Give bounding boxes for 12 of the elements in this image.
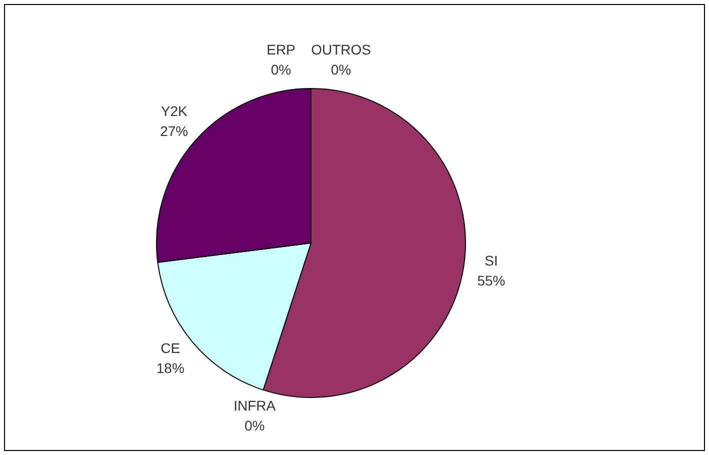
category-label: INFRA	[234, 397, 276, 414]
data-label: 27%	[160, 123, 188, 140]
slice-label: SI	[484, 252, 498, 268]
text: 0%	[270, 61, 292, 78]
data-label: 55%	[477, 272, 506, 288]
slice-label: Y2K	[160, 103, 188, 120]
text: 0%	[244, 417, 265, 434]
category-label: ERP	[266, 41, 296, 58]
text: 0%	[330, 61, 352, 78]
category-label: OUTROS	[311, 41, 371, 58]
slice-label: CE	[160, 340, 180, 356]
data-label: 18%	[156, 360, 184, 376]
